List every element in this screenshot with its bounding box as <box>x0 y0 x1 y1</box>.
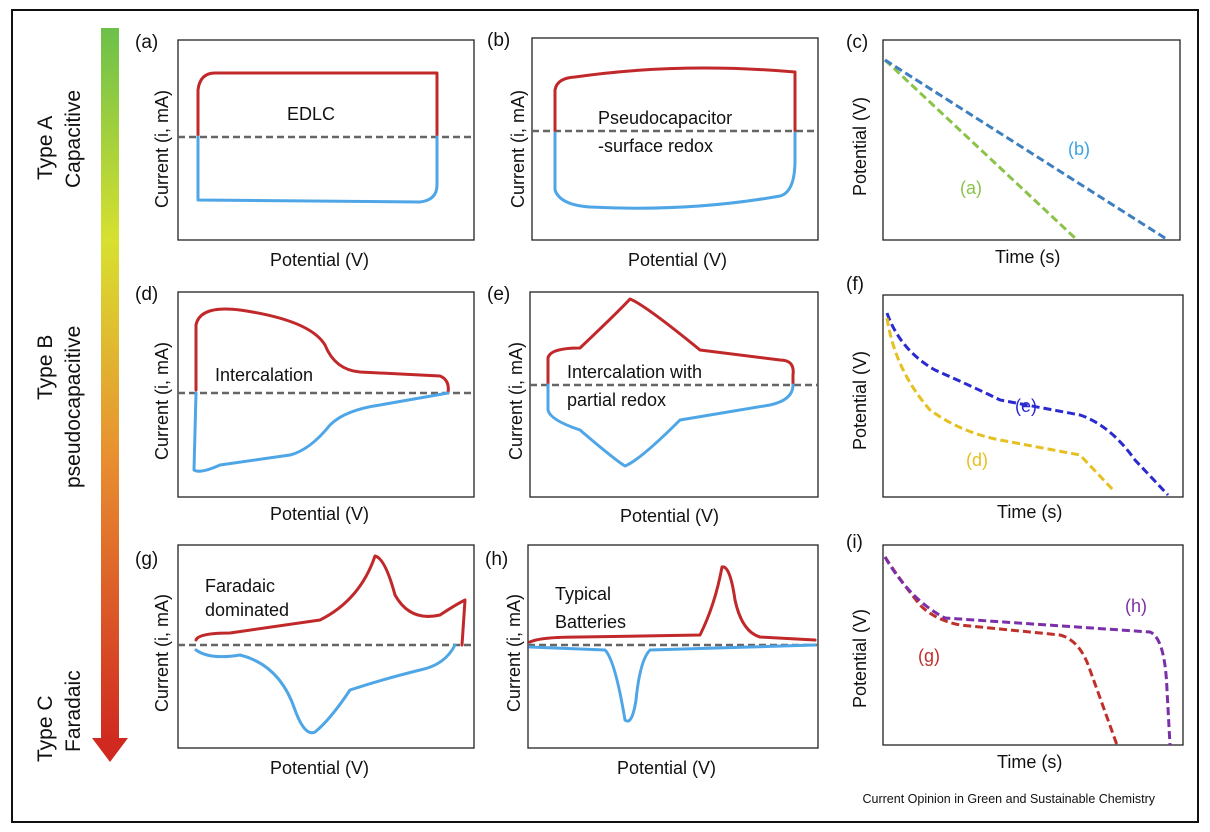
svg-text:Current (i, mA): Current (i, mA) <box>508 90 528 208</box>
panel-c: (c) (b) (a) Potential (V) Time (s) <box>846 32 1181 267</box>
svg-text:Type C: Type C <box>34 695 57 762</box>
panel-d: (d) Intercalation Current (i, mA) Potent… <box>135 284 475 524</box>
svg-text:dominated: dominated <box>205 600 289 620</box>
footer-credit: Current Opinion in Green and Sustainable… <box>862 792 1155 806</box>
svg-text:Potential (V): Potential (V) <box>620 506 719 526</box>
svg-text:(d): (d) <box>135 284 158 305</box>
svg-text:Typical: Typical <box>555 584 611 604</box>
panel-e: (e) Intercalation with partial redox Cur… <box>487 284 819 526</box>
svg-text:Potential (V): Potential (V) <box>617 758 716 778</box>
svg-text:Current (i, mA): Current (i, mA) <box>152 594 172 712</box>
side-label-type-a: Type A Capacitive <box>34 90 85 188</box>
svg-text:(b): (b) <box>487 30 510 51</box>
svg-text:(i): (i) <box>846 532 863 553</box>
svg-text:Potential (V): Potential (V) <box>270 758 369 778</box>
svg-text:Potential (V): Potential (V) <box>270 504 369 524</box>
svg-text:Current (i, mA): Current (i, mA) <box>152 342 172 460</box>
svg-text:Faradaic: Faradaic <box>205 576 275 596</box>
panel-g: (g) Faradaic dominated Current (i, mA) P… <box>135 544 475 778</box>
type-gradient-arrow <box>92 28 128 762</box>
svg-text:-surface redox: -surface redox <box>598 136 713 156</box>
svg-text:(g): (g) <box>135 549 158 570</box>
svg-text:(h): (h) <box>485 549 508 570</box>
svg-text:(e): (e) <box>1015 396 1037 416</box>
svg-text:Current (i, mA): Current (i, mA) <box>152 90 172 208</box>
svg-text:pseudocapacitive: pseudocapacitive <box>62 326 85 488</box>
svg-text:Time (s): Time (s) <box>995 247 1060 267</box>
svg-text:Type B: Type B <box>34 335 57 400</box>
svg-text:(f): (f) <box>846 274 864 295</box>
svg-text:(b): (b) <box>1068 139 1090 159</box>
svg-text:Faradaic: Faradaic <box>62 670 85 752</box>
svg-text:Potential (V): Potential (V) <box>628 250 727 270</box>
svg-text:(c): (c) <box>846 32 868 53</box>
svg-text:Intercalation: Intercalation <box>215 365 313 385</box>
panel-i: (i) (h) (g) Potential (V) Time (s) <box>846 532 1184 772</box>
panel-a: (a) EDLC Current (i, mA) Potential (V) <box>135 32 475 270</box>
svg-text:EDLC: EDLC <box>287 104 335 124</box>
svg-text:(e): (e) <box>487 284 510 305</box>
svg-text:Time (s): Time (s) <box>997 502 1062 522</box>
svg-text:Time (s): Time (s) <box>997 752 1062 772</box>
panel-f: (f) (e) (d) Potential (V) Time (s) <box>846 274 1184 522</box>
svg-text:partial redox: partial redox <box>567 390 666 410</box>
svg-text:Type A: Type A <box>34 116 57 180</box>
svg-text:Potential (V): Potential (V) <box>850 97 870 196</box>
svg-text:(d): (d) <box>966 450 988 470</box>
side-label-type-c: Type C Faradaic <box>34 670 85 762</box>
svg-text:Capacitive: Capacitive <box>62 90 85 188</box>
svg-text:(a): (a) <box>960 178 982 198</box>
svg-text:Intercalation with: Intercalation with <box>567 362 702 382</box>
panel-b: (b) Pseudocapacitor -surface redox Curre… <box>487 30 819 270</box>
svg-text:Current (i, mA): Current (i, mA) <box>504 594 524 712</box>
side-label-type-b: Type B pseudocapacitive <box>34 326 85 488</box>
svg-text:Potential (V): Potential (V) <box>850 351 870 450</box>
svg-text:Current (i, mA): Current (i, mA) <box>506 342 526 460</box>
svg-text:Batteries: Batteries <box>555 612 626 632</box>
svg-text:(g): (g) <box>918 646 940 666</box>
svg-text:Potential (V): Potential (V) <box>850 609 870 708</box>
svg-text:(h): (h) <box>1125 596 1147 616</box>
svg-text:(a): (a) <box>135 32 158 53</box>
svg-text:Pseudocapacitor: Pseudocapacitor <box>598 108 732 128</box>
svg-text:Potential (V): Potential (V) <box>270 250 369 270</box>
panel-h: (h) Typical Batteries Current (i, mA) Po… <box>485 544 819 778</box>
